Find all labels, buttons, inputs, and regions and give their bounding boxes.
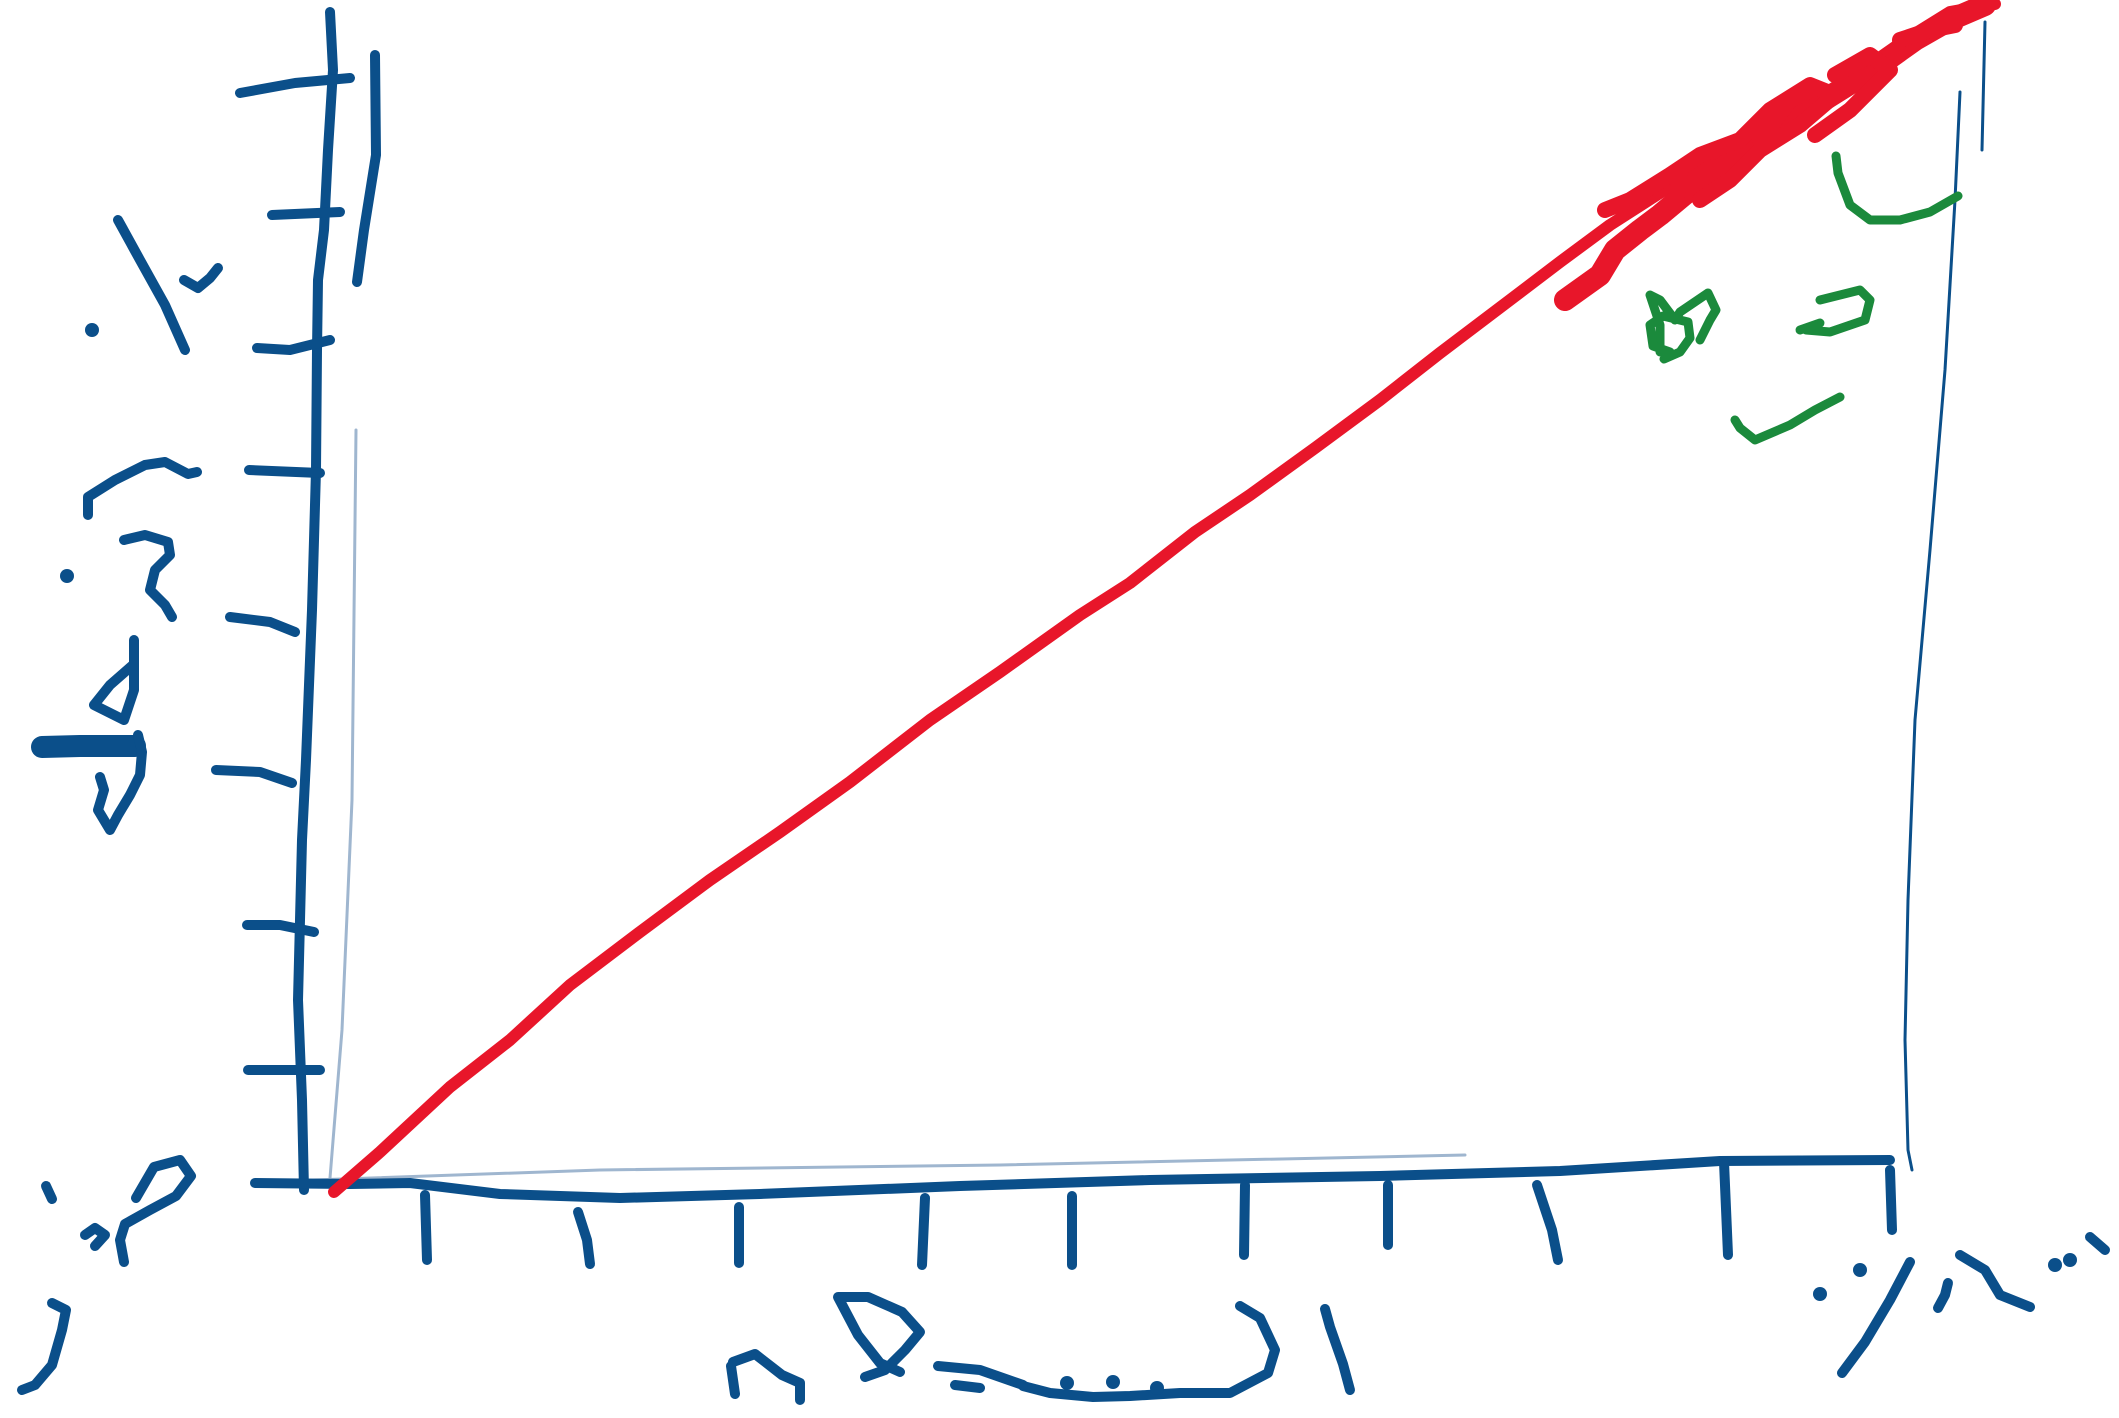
x-axis xyxy=(250,1155,1895,1203)
y-axis xyxy=(293,7,381,1195)
x-axis-ticks xyxy=(420,1157,1897,1270)
origin-label-drawing xyxy=(17,1155,196,1395)
curve-annotation-drawing xyxy=(1645,151,1963,445)
y-axis-ticks xyxy=(211,73,355,1075)
x-axis-title-drawing xyxy=(726,1292,1355,1405)
red-curve xyxy=(328,0,2001,1198)
x-max-label-drawing xyxy=(1813,1232,2110,1378)
faint-guides xyxy=(253,20,1987,1184)
y-axis-title-drawing xyxy=(31,215,223,835)
